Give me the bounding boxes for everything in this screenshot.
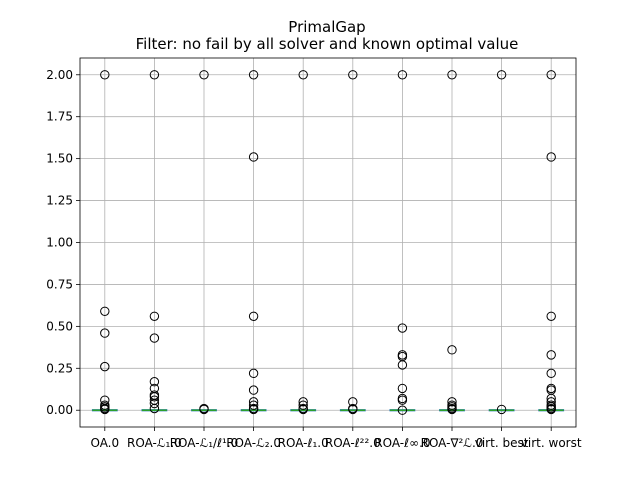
y-tick-label: 1.50: [46, 152, 73, 166]
x-tick-label: virt. worst: [521, 436, 582, 450]
x-tick-label: ROA-∇²ℒ.0: [421, 436, 484, 450]
outlier-point: [447, 70, 457, 80]
outlier-point: [248, 152, 259, 162]
outlier-layer: [100, 70, 556, 415]
outlier-point: [149, 70, 160, 80]
outlier-point: [348, 70, 358, 80]
y-tick-label: 1.00: [46, 236, 73, 250]
outlier-point: [199, 404, 209, 415]
outlier-point: [447, 397, 457, 407]
outlier-point: [298, 397, 308, 407]
outlier-point: [447, 345, 457, 355]
outlier-point: [397, 405, 408, 415]
outlier-point: [546, 311, 556, 321]
outlier-point: [298, 404, 308, 415]
outlier-point: [496, 70, 507, 80]
outlier-point: [248, 70, 259, 80]
outlier-point: [546, 70, 556, 80]
x-tick-label: ROA-ℒ₁/ℓ¹.0: [170, 436, 239, 450]
outlier-point: [100, 361, 110, 372]
outlier-point: [348, 397, 358, 407]
outlier-point: [100, 70, 110, 80]
outlier-point: [248, 400, 259, 410]
outlier-point: [298, 400, 308, 410]
x-tick-label: ROA-ℒ₁.0: [127, 436, 182, 450]
outlier-point: [397, 395, 408, 405]
outlier-point: [397, 70, 408, 80]
outlier-point: [447, 404, 457, 415]
x-tick-label: ROA-ℓ²².0: [325, 436, 381, 450]
chart-subtitle: Filter: no fail by all solver and known …: [136, 35, 519, 53]
outlier-point: [546, 404, 556, 415]
y-tick-label: 1.25: [46, 194, 73, 208]
outlier-point: [149, 311, 160, 321]
outlier-point: [149, 392, 160, 402]
outlier-point: [199, 70, 209, 80]
outlier-point: [248, 311, 259, 321]
x-tick-label: ROA-ℓ₁.0: [278, 436, 329, 450]
outlier-point: [248, 397, 259, 407]
x-tick-label: ROA-ℒ₂.0: [226, 436, 281, 450]
outlier-point: [397, 383, 408, 394]
outlier-point: [100, 328, 110, 338]
y-tick-label: 0.25: [46, 361, 73, 375]
outlier-point: [100, 306, 110, 316]
x-tick-label: OA.0: [90, 436, 119, 450]
outlier-point: [248, 404, 259, 415]
y-axis: 0.00 0.25 0.50 0.75 1.00 1.25 1.50 1.75 2.00: [46, 68, 80, 417]
outlier-point: [298, 70, 308, 80]
outlier-point: [100, 404, 110, 415]
outlier-point: [149, 398, 160, 409]
chart-title: PrimalGap: [288, 18, 365, 36]
y-tick-label: 0.50: [46, 319, 73, 333]
outlier-point: [149, 403, 160, 414]
outlier-point: [546, 397, 556, 407]
y-tick-label: 2.00: [46, 68, 73, 82]
x-tick-label: ROA-ℓ∞.0: [374, 436, 430, 450]
outlier-point: [546, 350, 556, 360]
outlier-point: [248, 385, 259, 395]
grid-layer: [80, 58, 576, 427]
outlier-point: [546, 368, 556, 379]
y-tick-label: 1.75: [46, 110, 73, 124]
y-tick-label: 0.00: [46, 403, 73, 417]
outlier-point: [397, 323, 408, 333]
x-axis: OA.0 ROA-ℒ₁.0ROA-ℒ₁/ℓ¹.0ROA-ℒ₂.0ROA-ℓ₁.0R…: [90, 427, 582, 450]
outlier-point: [496, 404, 507, 415]
x-tick-label: virt. best: [475, 436, 529, 450]
y-tick-label: 0.75: [46, 277, 73, 291]
outlier-point: [348, 404, 358, 415]
outlier-point: [149, 333, 160, 343]
outlier-point: [248, 368, 259, 379]
outlier-point: [546, 152, 556, 162]
outlier-point: [149, 377, 160, 387]
outlier-point: [397, 360, 408, 370]
